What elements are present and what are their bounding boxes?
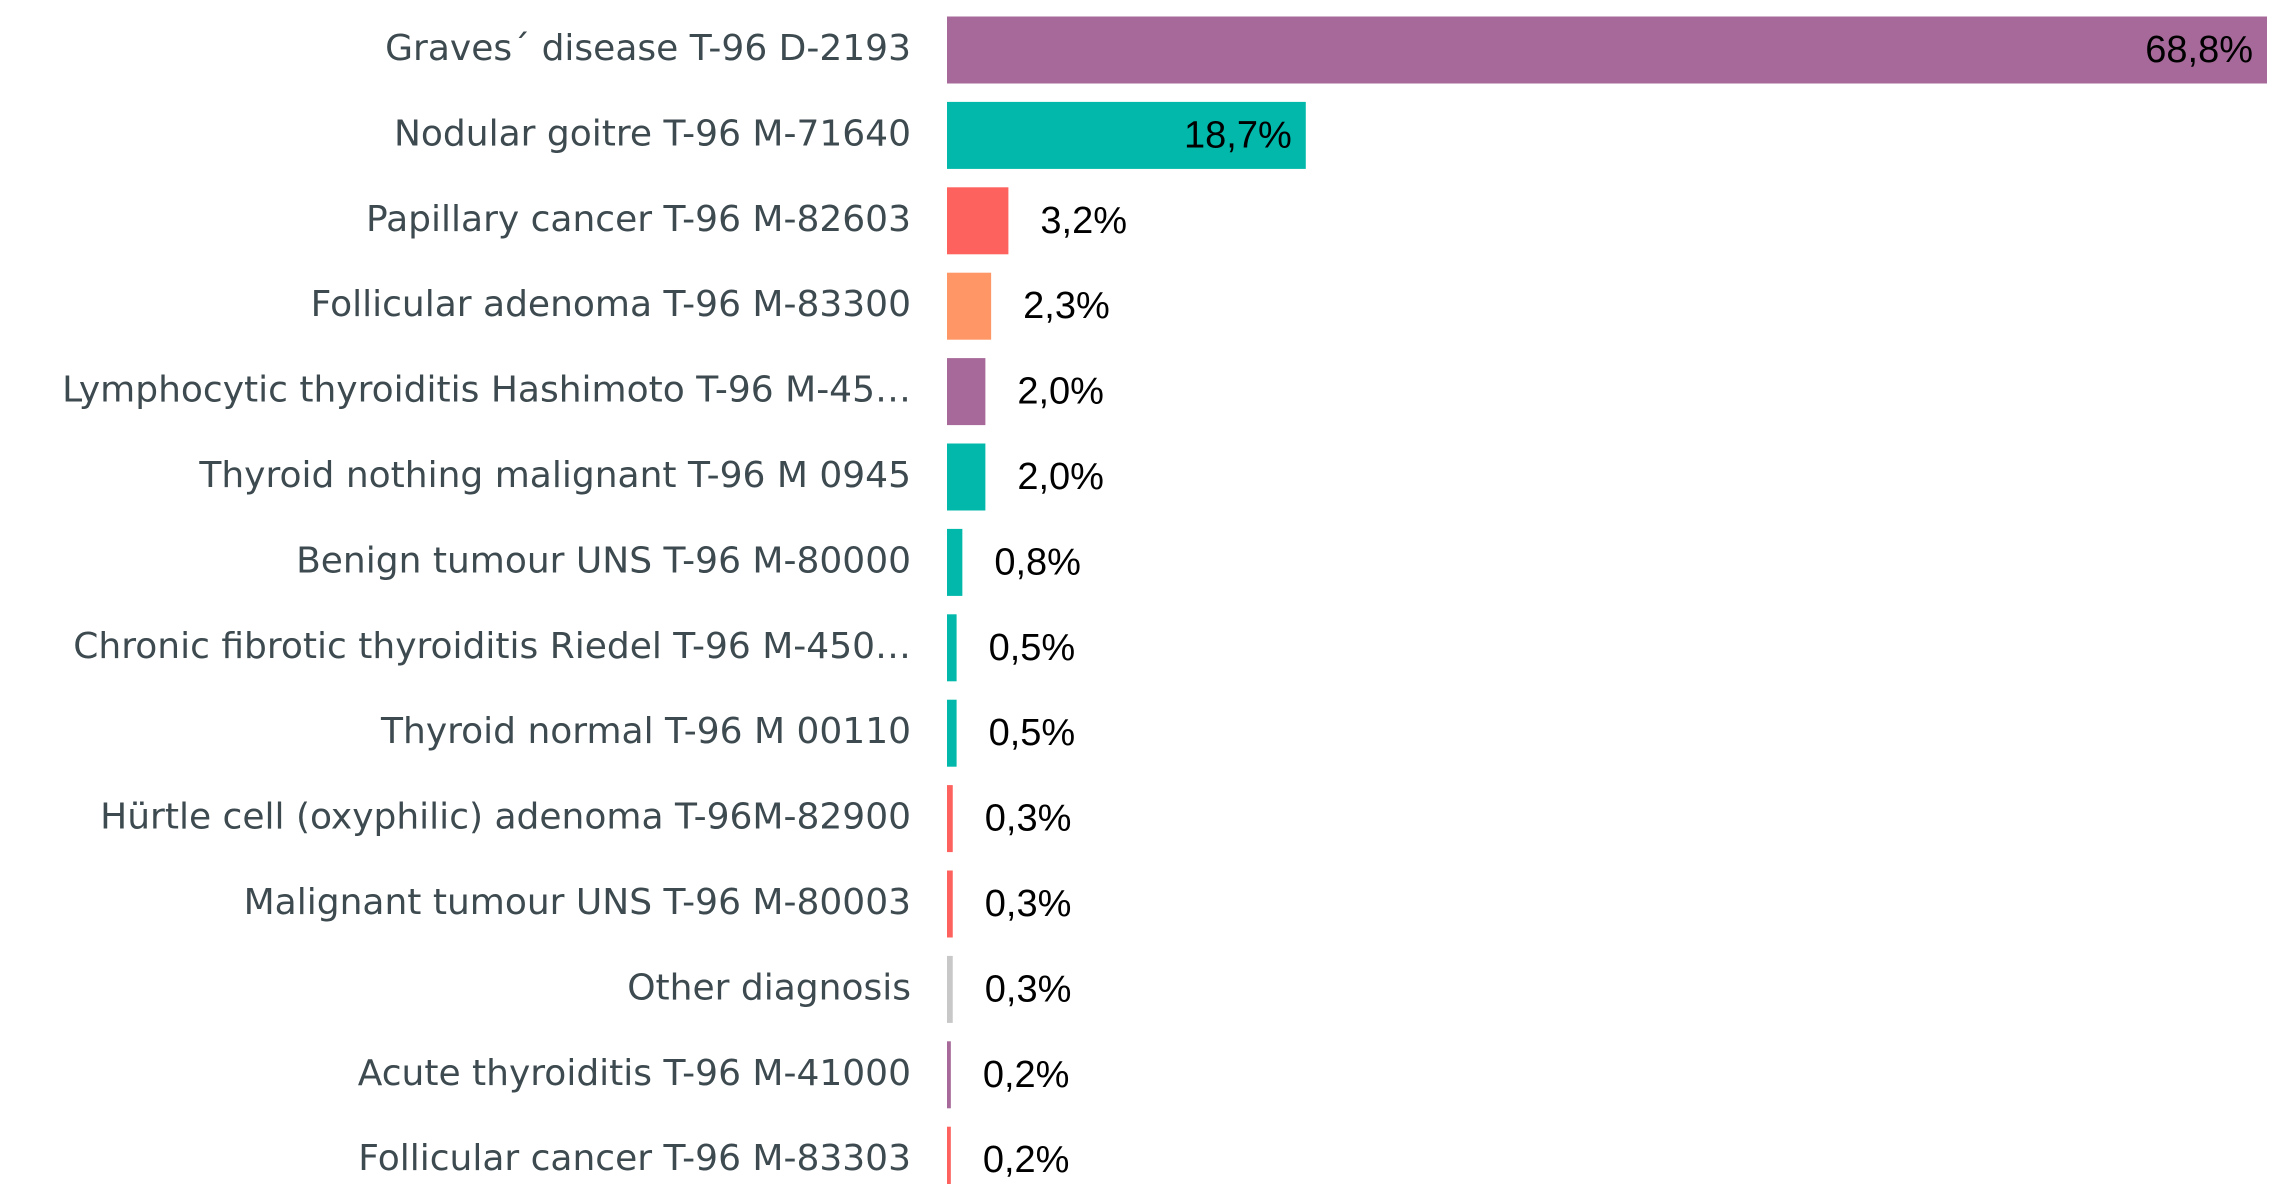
bar	[947, 785, 953, 853]
bar	[947, 443, 986, 511]
value-label: 18,7%	[1184, 114, 1292, 156]
bar	[947, 614, 957, 682]
value-label: 0,3%	[985, 968, 1072, 1010]
category-label: Thyroid nothing malignant T-96 M 0945	[198, 455, 911, 496]
category-label: Thyroid normal T-96 M 00110	[380, 711, 911, 752]
bar	[947, 272, 992, 340]
value-label: 2,0%	[1017, 456, 1104, 498]
bar	[947, 16, 2267, 84]
category-label: Papillary cancer T-96 M-82603	[366, 199, 911, 240]
category-label: Follicular adenoma T-96 M-83300	[311, 284, 911, 325]
category-label: Lymphocytic thyroiditis Hashimoto T-96 M…	[62, 370, 911, 411]
value-label: 68,8%	[2145, 29, 2253, 71]
category-label: Acute thyroiditis T-96 M-41000	[358, 1053, 911, 1094]
category-label: Benign tumour UNS T-96 M-80000	[296, 540, 911, 581]
value-label: 0,3%	[985, 798, 1072, 840]
value-label: 0,5%	[989, 627, 1076, 669]
bar	[947, 1041, 951, 1109]
category-label: Chronic fibrotic thyroiditis Riedel T-96…	[73, 626, 911, 667]
value-label: 2,0%	[1017, 371, 1104, 413]
bar	[947, 358, 986, 426]
value-label: 0,2%	[983, 1054, 1070, 1096]
bar	[947, 870, 953, 938]
value-label: 0,3%	[985, 883, 1072, 925]
category-label: Follicular cancer T-96 M-83303	[358, 1138, 911, 1179]
value-label: 0,8%	[994, 541, 1081, 583]
bar	[947, 101, 1306, 169]
value-label: 0,5%	[989, 712, 1076, 754]
value-label: 0,2%	[983, 1139, 1070, 1181]
bar	[947, 187, 1009, 255]
category-label: Other diagnosis	[627, 967, 911, 1008]
bar	[947, 699, 957, 767]
category-label: Nodular goitre T-96 M-71640	[394, 113, 911, 154]
category-label: Hürtle cell (oxyphilic) adenoma T-96M-82…	[100, 797, 911, 838]
category-label: Malignant tumour UNS T-96 M-80003	[244, 882, 911, 923]
bar	[947, 1126, 951, 1184]
bar	[947, 528, 963, 596]
bar	[947, 955, 953, 1023]
category-label: Graves´ disease T-96 D-2193	[385, 28, 911, 69]
value-label: 3,2%	[1040, 200, 1127, 242]
value-label: 2,3%	[1023, 285, 1110, 327]
